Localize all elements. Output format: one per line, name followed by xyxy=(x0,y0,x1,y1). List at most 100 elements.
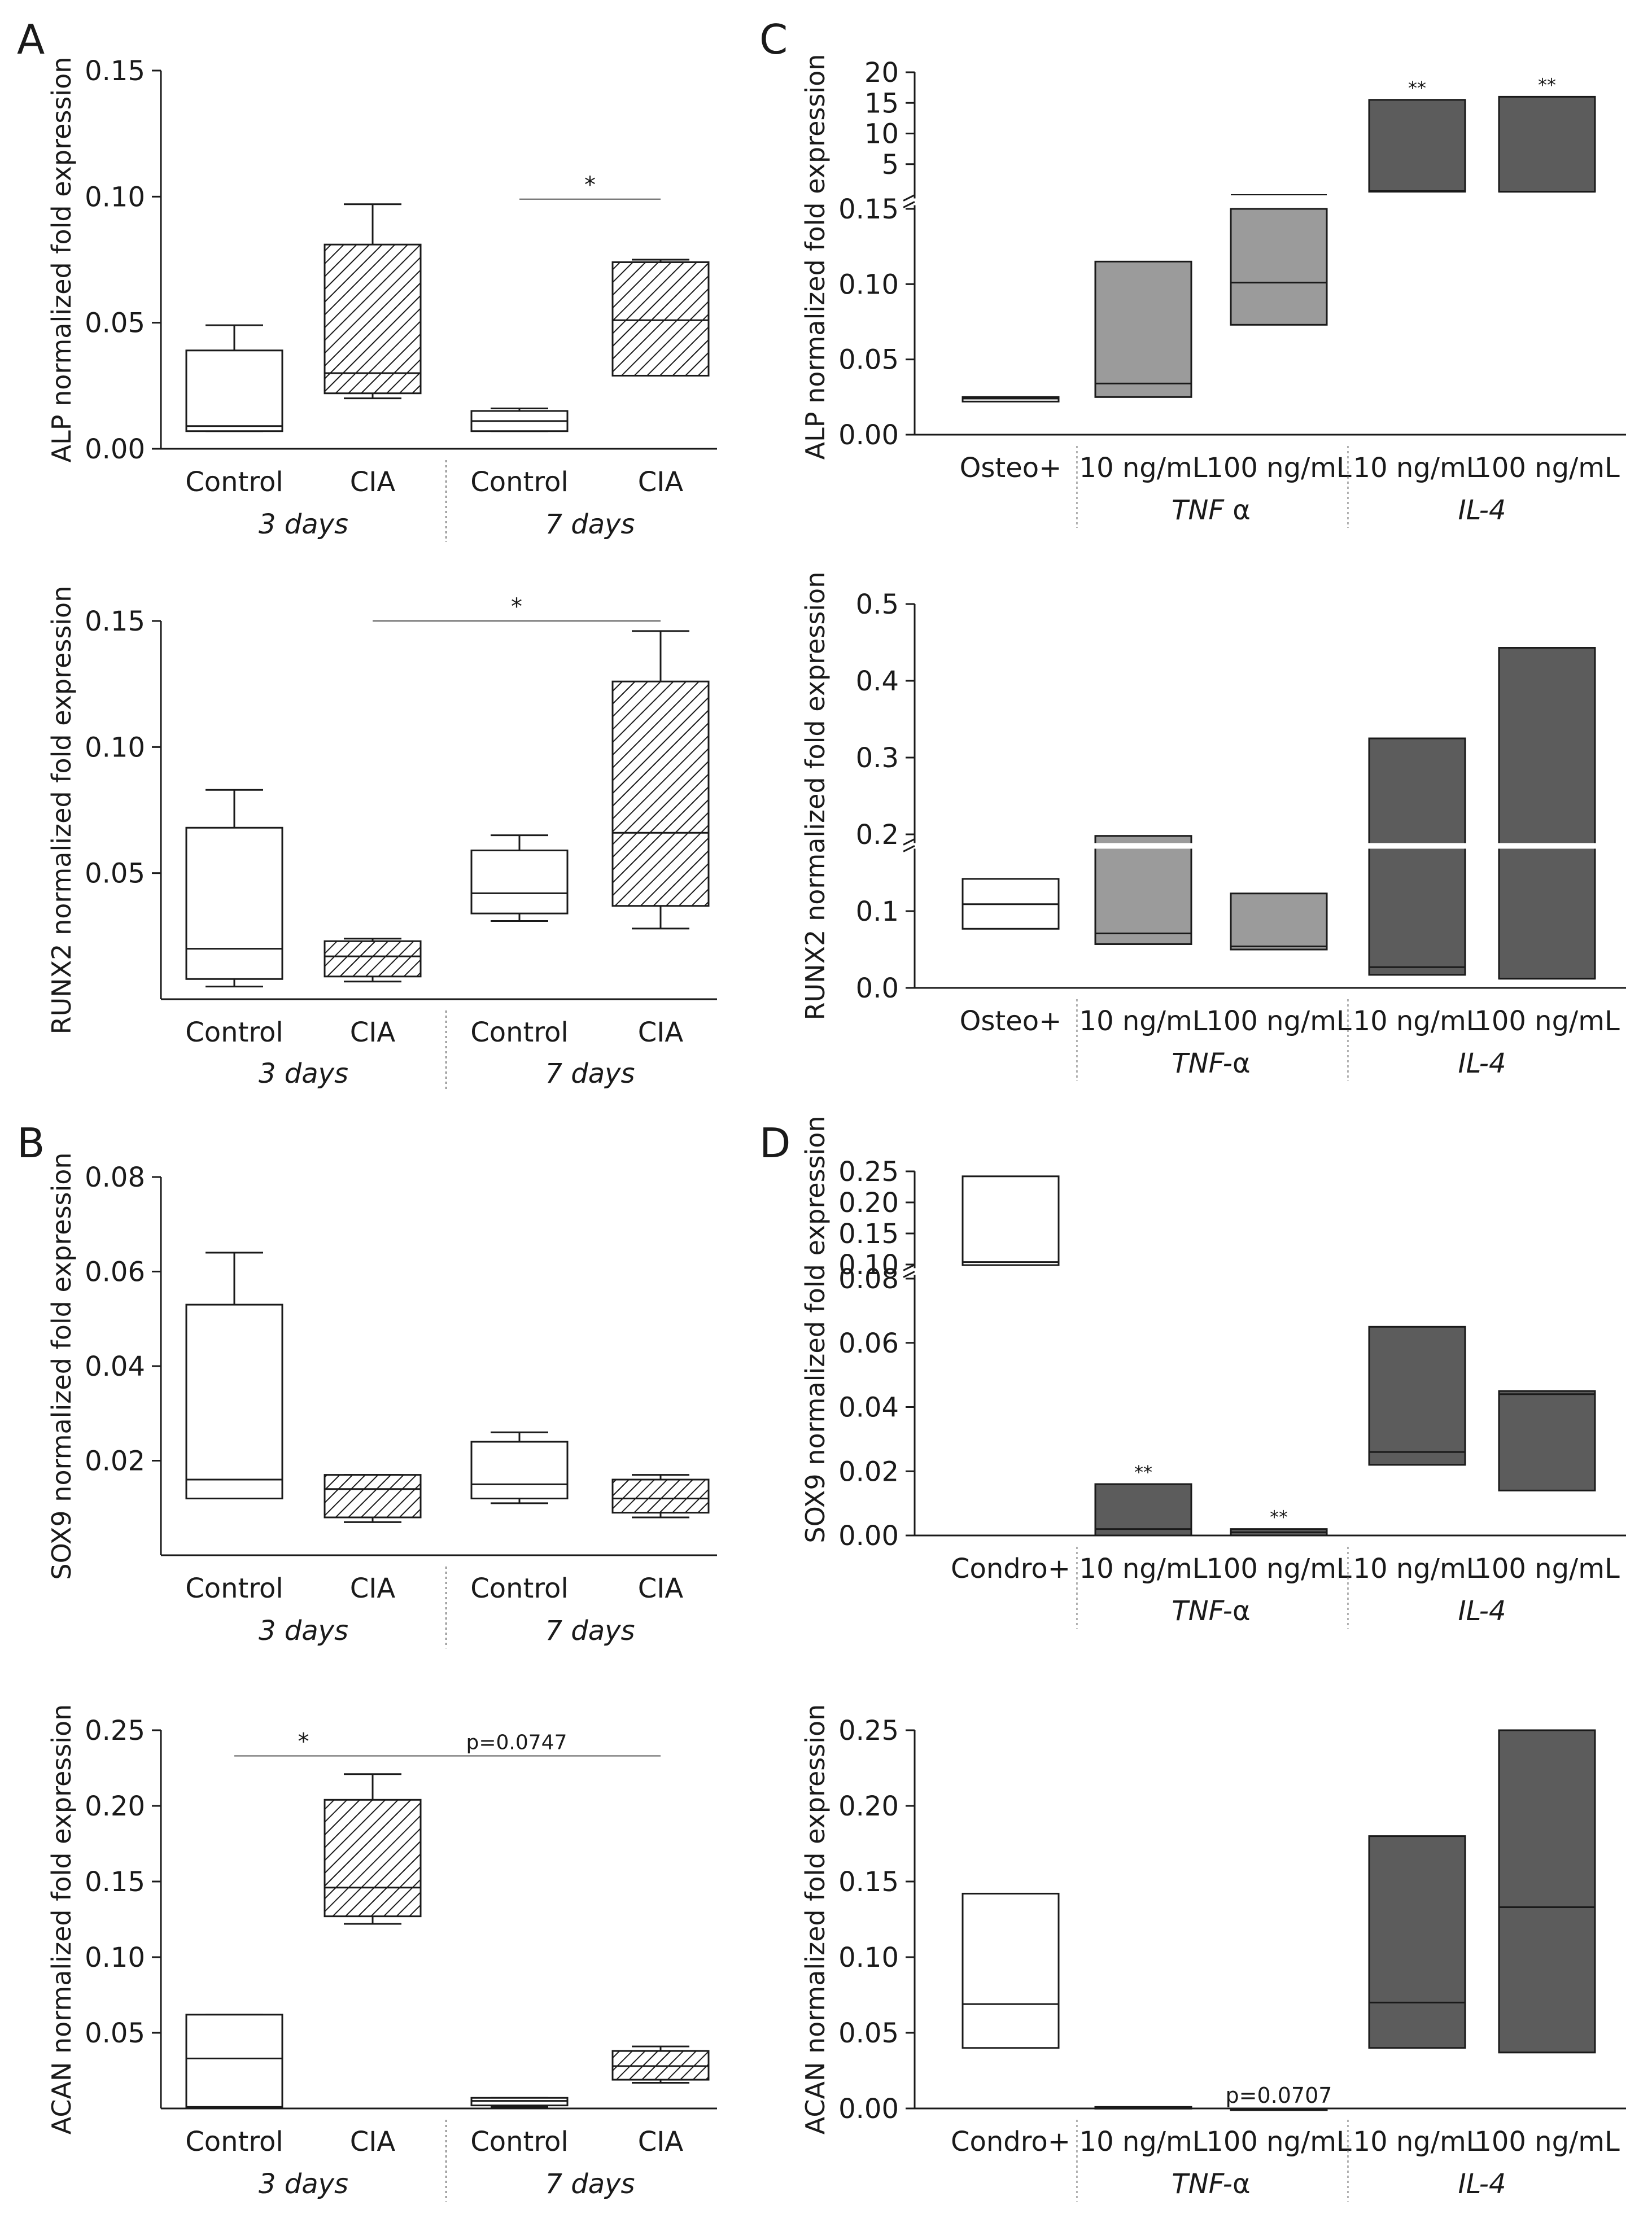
category-label: 10 ng/mL xyxy=(1080,2126,1208,2158)
y-tick-label: 0.1 xyxy=(856,896,899,927)
category-label: 100 ng/mL xyxy=(1206,1005,1352,1037)
y-tick-label: 0.5 xyxy=(856,589,899,620)
box xyxy=(185,349,283,432)
floating-bar xyxy=(962,1892,1060,2049)
category-label: Osteo+ xyxy=(960,1005,1062,1037)
y-tick-label: 0.05 xyxy=(85,308,145,339)
y-tick-label: 0.20 xyxy=(85,1791,145,1822)
upper-y-tick-label: 10 xyxy=(864,119,899,150)
significance-label: * xyxy=(584,172,596,198)
axis-break-mark xyxy=(903,845,915,852)
category-label: Condro+ xyxy=(951,1553,1070,1585)
y-tick-label: 0.05 xyxy=(85,858,145,890)
y-tick-label: 0.00 xyxy=(838,2093,899,2125)
y-tick-label: 0.00 xyxy=(838,419,899,451)
significance-label: ** xyxy=(1538,74,1556,95)
y-tick-label: 0.15 xyxy=(838,1866,899,1898)
category-label: CIA xyxy=(350,1017,396,1048)
category-label: 10 ng/mL xyxy=(1080,1005,1208,1037)
y-axis-label: ALP normalized fold expression xyxy=(46,57,77,463)
y-tick-label: 0.3 xyxy=(856,742,899,774)
y-tick-label: 0.04 xyxy=(85,1351,145,1382)
y-tick-label: 0.0 xyxy=(856,973,899,1004)
category-label: Control xyxy=(185,1017,283,1048)
category-label: CIA xyxy=(350,466,396,498)
y-tick-label: 0.05 xyxy=(85,2018,145,2049)
significance-label: * xyxy=(298,1729,309,1755)
category-label: Osteo+ xyxy=(960,452,1062,484)
y-tick-label: 0.10 xyxy=(838,269,899,300)
box xyxy=(611,261,710,377)
group-label: TNF-α xyxy=(1172,2168,1250,2200)
box xyxy=(324,940,422,978)
group-label: 3 days xyxy=(259,2168,348,2200)
y-axis-label: ACAN normalized fold expression xyxy=(800,1704,831,2135)
category-label: CIA xyxy=(638,1017,684,1048)
category-label: Condro+ xyxy=(951,2126,1070,2158)
floating-bar xyxy=(1498,1729,1596,2054)
y-tick-label: 0.05 xyxy=(838,2018,899,2049)
box xyxy=(470,1441,569,1499)
axis-break-mark xyxy=(903,1271,915,1278)
group-label: TNF α xyxy=(1172,495,1251,526)
box xyxy=(185,1303,283,1499)
y-tick-label: 0.15 xyxy=(85,1866,145,1898)
panel-letter-c: C xyxy=(759,16,788,63)
y-tick-label: 0.2 xyxy=(856,819,899,851)
category-label: 100 ng/mL xyxy=(1474,1553,1620,1585)
chart-sox9_invitro: 0.00 0.02 0.04 0.06 0.080.100.150.200.25SOX9… xyxy=(800,1115,1626,1629)
group-label: 7 days xyxy=(545,1615,635,1647)
category-label: 100 ng/mL xyxy=(1206,1553,1352,1585)
category-label: 100 ng/mL xyxy=(1474,452,1620,484)
category-label: 100 ng/mL xyxy=(1206,2126,1352,2158)
y-tick-label: 0.15 xyxy=(838,194,899,225)
category-label: CIA xyxy=(638,466,684,498)
box xyxy=(185,2014,283,2108)
floating-bar xyxy=(1094,835,1192,945)
y-tick-label: 0.10 xyxy=(838,1942,899,1974)
y-tick-label: 0.10 xyxy=(85,181,145,213)
box xyxy=(611,680,710,907)
axis-break-mark xyxy=(903,201,915,208)
box xyxy=(324,243,422,395)
y-tick-label: 0.00 xyxy=(85,434,145,465)
y-tick-label: 0.15 xyxy=(85,606,145,637)
axis-break-mark xyxy=(903,194,915,202)
y-tick-label: 0.06 xyxy=(838,1328,899,1359)
upper-y-tick-label: 0.20 xyxy=(838,1187,899,1219)
chart-alp_invivo: 0.00 0.05 0.10 0.15 ALP normalized fold expr… xyxy=(46,55,717,542)
panel-letter-d: D xyxy=(759,1119,790,1167)
upper-y-tick-label: 0.25 xyxy=(838,1156,899,1188)
category-label: CIA xyxy=(638,2126,684,2158)
chart-sox9_invivo: 0.02 0.04 0.06 0.08 SOX9 normalized fold exp… xyxy=(46,1152,717,1648)
category-label: 10 ng/mL xyxy=(1080,452,1208,484)
y-tick-label: 0.02 xyxy=(838,1456,899,1487)
axis-break-mark xyxy=(903,838,915,846)
category-label: Control xyxy=(185,1573,283,1604)
panel-letter-a: A xyxy=(17,16,45,63)
y-tick-label: 0.10 xyxy=(85,1942,145,1974)
y-tick-label: 0.25 xyxy=(838,1715,899,1747)
group-label: 3 days xyxy=(259,1615,348,1647)
floating-bar xyxy=(1368,1835,1466,2049)
category-label: 10 ng/mL xyxy=(1080,1553,1208,1585)
category-label: 10 ng/mL xyxy=(1353,1553,1481,1585)
y-axis-label: ALP normalized fold expression xyxy=(800,54,831,460)
significance-label: p=0.0747 xyxy=(466,1731,567,1755)
y-tick-label: 0.10 xyxy=(85,732,145,763)
box xyxy=(324,1799,422,1918)
y-tick-label: 0.04 xyxy=(838,1392,899,1424)
panel-letter-b: B xyxy=(17,1119,45,1167)
group-label: 3 days xyxy=(259,1058,348,1090)
floating-bar xyxy=(1368,1325,1466,1466)
chart-runx2_invivo: 0.05 0.10 0.15 RUNX2 normalized fold expres… xyxy=(46,586,717,1091)
category-label: Control xyxy=(470,1017,569,1048)
upper-y-tick-label: 20 xyxy=(864,57,899,89)
box xyxy=(470,849,569,915)
floating-bar xyxy=(1498,95,1596,193)
floating-bar xyxy=(1368,737,1466,976)
floating-bar xyxy=(1230,892,1328,951)
group-label: IL-4 xyxy=(1458,1595,1506,1627)
